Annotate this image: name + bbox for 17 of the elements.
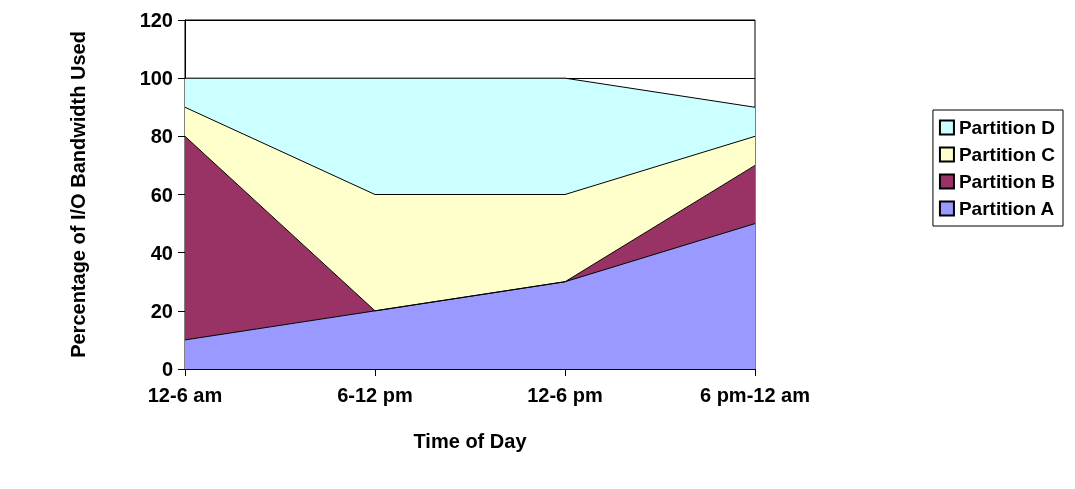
x-tick-label: 12-6 pm [527, 384, 603, 406]
legend-label: Partition A [958, 198, 1055, 219]
y-tick-label: 60 [150, 183, 173, 206]
legend-label: Partition C [958, 144, 1056, 165]
y-tick-label: 80 [150, 125, 173, 148]
y-tick-label: 120 [139, 9, 173, 31]
x-axis-title: Time of Day [413, 430, 528, 452]
x-tick-label: 6 pm-12 am [699, 384, 811, 406]
y-tick-label: 40 [150, 241, 173, 264]
y-tick-label: 100 [139, 67, 173, 90]
y-tick-label: 0 [161, 358, 173, 380]
y-tick-label: 20 [150, 299, 173, 322]
legend-label: Partition B [958, 171, 1055, 192]
legend-label: Partition D [958, 117, 1055, 138]
x-tick-label: 12-6 am [147, 384, 223, 406]
x-tick-label: 6-12 pm [337, 384, 413, 406]
y-axis-title: Percentage of I/O Bandwidth Used [67, 31, 89, 358]
